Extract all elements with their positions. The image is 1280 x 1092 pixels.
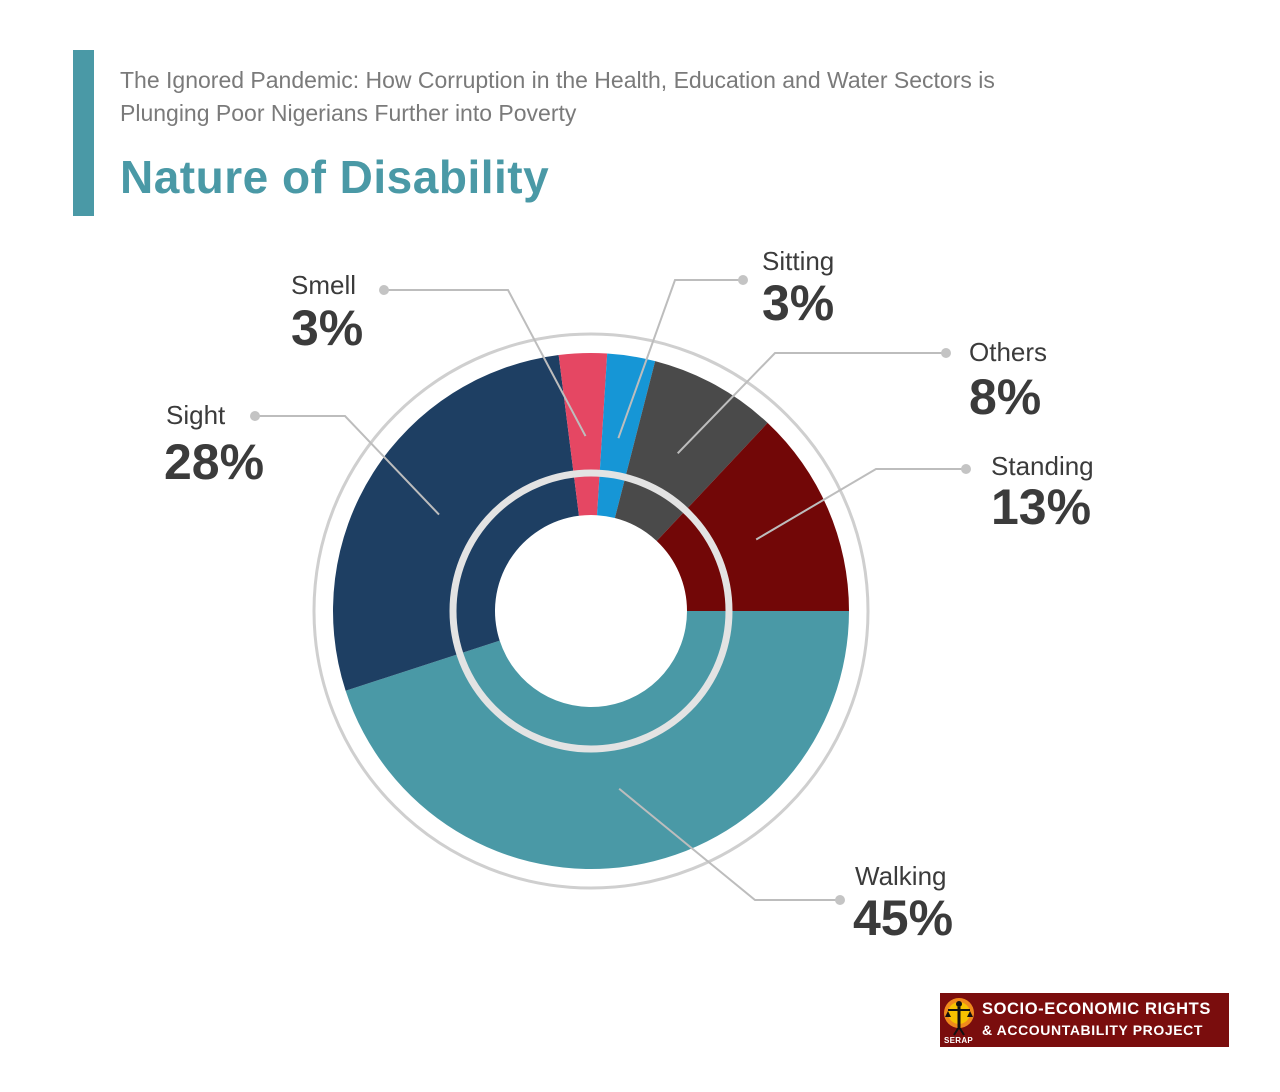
leader-line-smell [384, 289, 587, 437]
outer-ring [312, 332, 870, 890]
leader-line-standing [755, 468, 966, 541]
label-walking: Walking [855, 861, 947, 891]
leader-dot-walking [835, 895, 845, 905]
slices [332, 353, 849, 869]
leader-lines [250, 275, 971, 905]
slice-others [614, 361, 768, 542]
subtitle-line-2: Plunging Poor Nigerians Further into Pov… [120, 100, 577, 126]
value-others: 8% [969, 369, 1041, 425]
leader-dot-smell [379, 285, 389, 295]
slice-standing [656, 422, 849, 611]
serap-logo: SERAP SOCIO-ECONOMIC RIGHTS & ACCOUNTABI… [940, 993, 1229, 1047]
slice-labels: Walking45%Sight28%Smell3%Sitting3%Others… [164, 246, 1094, 946]
subtitle-line-1: The Ignored Pandemic: How Corruption in … [120, 67, 995, 93]
logo-text: SOCIO-ECONOMIC RIGHTS & ACCOUNTABILITY P… [982, 998, 1211, 1040]
leader-dot-sitting [738, 275, 748, 285]
leader-line-others [676, 352, 946, 454]
slice-sight [332, 355, 579, 691]
leader-line-walking [618, 788, 840, 901]
label-smell: Smell [291, 270, 356, 300]
logo-line-1: SOCIO-ECONOMIC RIGHTS [982, 1000, 1211, 1018]
label-standing: Standing [991, 451, 1094, 481]
logo-acronym: SERAP [944, 1036, 974, 1045]
chart-title: Nature of Disability [120, 151, 550, 203]
value-sight: 28% [164, 434, 264, 490]
leader-line-sight [255, 415, 440, 516]
report-subtitle: The Ignored Pandemic: How Corruption in … [120, 64, 1220, 130]
value-sitting: 3% [762, 275, 834, 331]
leader-dot-others [941, 348, 951, 358]
value-walking: 45% [853, 890, 953, 946]
label-sitting: Sitting [762, 246, 834, 276]
justice-scales-figure-icon [944, 998, 974, 1036]
leader-line-sitting [617, 279, 743, 439]
logo-line-2: & ACCOUNTABILITY PROJECT [982, 1022, 1204, 1038]
inner-ring [449, 469, 733, 753]
leader-dot-standing [961, 464, 971, 474]
label-sight: Sight [166, 400, 226, 430]
value-smell: 3% [291, 300, 363, 356]
label-others: Others [969, 337, 1047, 367]
leader-dot-sight [250, 411, 260, 421]
value-standing: 13% [991, 479, 1091, 535]
accent-bar [73, 50, 94, 216]
